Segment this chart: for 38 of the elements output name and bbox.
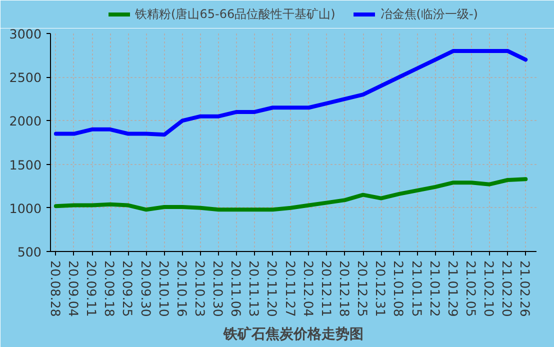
x-tick-label: 20.09.18 <box>102 260 118 317</box>
x-tick-label: 21.01.29 <box>445 260 460 317</box>
x-tick-label: 20.12.31 <box>373 260 388 317</box>
x-tick-label: 21.02.10 <box>482 260 497 317</box>
x-tick-label: 20.10.10 <box>156 260 172 317</box>
x-tick-label: 20.12.18 <box>336 260 352 317</box>
x-tick-label: 20.11.13 <box>246 260 262 317</box>
x-tick-label: 20.09.30 <box>138 260 154 317</box>
x-tick-label: 21.02.20 <box>500 260 515 317</box>
line-series <box>54 48 528 137</box>
line-series <box>54 177 528 212</box>
y-tick-label: 3000 <box>9 26 42 42</box>
text: 铁矿石焦炭价格走势图 <box>222 326 364 342</box>
x-tick-label: 20.09.11 <box>84 260 100 317</box>
x-tick-label: 21.02.26 <box>518 260 533 317</box>
x-tick-label: 20.11.20 <box>264 260 280 317</box>
x-tick-label: 20.10.30 <box>210 260 226 317</box>
x-tick-label: 20.10.16 <box>174 260 190 317</box>
x-tick-label: 20.08.28 <box>48 260 63 317</box>
y-tick-label: 1000 <box>9 200 42 216</box>
y-tick-label: 2000 <box>9 114 42 129</box>
x-tick-label: 21.01.08 <box>391 260 406 317</box>
x-tick-label: 21.01.15 <box>409 260 424 317</box>
x-tick-label: 20.12.25 <box>355 260 370 317</box>
x-tick-label: 20.12.04 <box>300 260 316 317</box>
x-tick-label: 21.01.22 <box>427 260 442 317</box>
x-tick-label: 20.09.04 <box>66 260 81 317</box>
x-tick-label: 20.12.11 <box>318 260 334 317</box>
y-tick-label: 1500 <box>9 157 42 172</box>
x-tick-label: 21.02.05 <box>463 260 478 317</box>
legend-label: 铁精粉(唐山65-66品位酸性干基矿山) <box>135 6 336 22</box>
legend-label: 冶金焦(临汾一级-) <box>380 6 478 22</box>
x-tick-label: 20.09.25 <box>120 260 136 317</box>
x-tick-label: 20.11.27 <box>282 260 298 317</box>
y-tick-label: 500 <box>17 244 42 260</box>
y-tick-label: 2500 <box>9 70 42 86</box>
x-tick-label: 20.11.06 <box>228 260 244 317</box>
x-tick-label: 20.10.23 <box>192 260 208 317</box>
